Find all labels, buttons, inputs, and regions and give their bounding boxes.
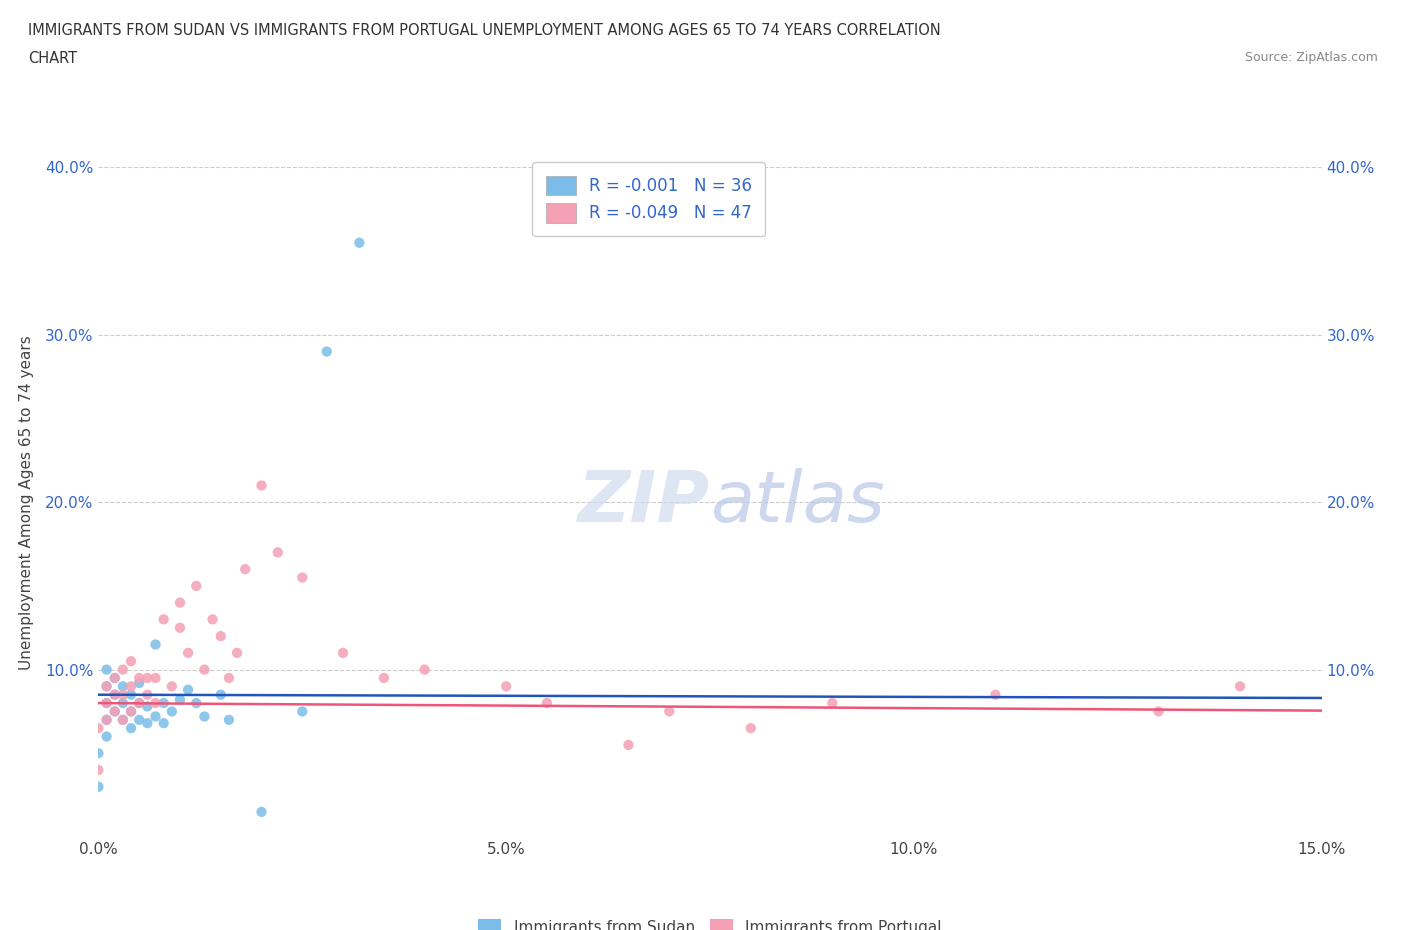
Point xyxy=(186,696,208,711)
Point xyxy=(250,478,273,493)
Point xyxy=(111,712,134,727)
Y-axis label: Unemployment Among Ages 65 to 74 years: Unemployment Among Ages 65 to 74 years xyxy=(18,335,34,670)
Point xyxy=(128,696,150,711)
Point xyxy=(291,570,314,585)
Point xyxy=(209,629,232,644)
Point xyxy=(177,683,200,698)
Point xyxy=(160,704,183,719)
Point xyxy=(984,687,1007,702)
Point xyxy=(96,712,118,727)
Point xyxy=(177,645,200,660)
Point xyxy=(226,645,249,660)
Point xyxy=(96,679,118,694)
Point xyxy=(136,699,159,714)
Point xyxy=(136,687,159,702)
Point xyxy=(169,595,191,610)
Point xyxy=(218,671,240,685)
Point xyxy=(145,696,167,711)
Point xyxy=(120,721,142,736)
Point xyxy=(104,671,127,685)
Point xyxy=(145,637,167,652)
Point xyxy=(536,696,558,711)
Point xyxy=(111,696,134,711)
Text: IMMIGRANTS FROM SUDAN VS IMMIGRANTS FROM PORTUGAL UNEMPLOYMENT AMONG AGES 65 TO : IMMIGRANTS FROM SUDAN VS IMMIGRANTS FROM… xyxy=(28,23,941,38)
Point xyxy=(111,662,134,677)
Point xyxy=(87,779,110,794)
Point xyxy=(152,696,174,711)
Point xyxy=(152,612,174,627)
Point xyxy=(128,671,150,685)
Point xyxy=(160,679,183,694)
Point xyxy=(1229,679,1251,694)
Point xyxy=(186,578,208,593)
Point xyxy=(111,679,134,694)
Text: ZIP: ZIP xyxy=(578,468,710,537)
Point xyxy=(128,712,150,727)
Point xyxy=(96,712,118,727)
Point xyxy=(617,737,640,752)
Point xyxy=(267,545,290,560)
Point xyxy=(349,235,371,250)
Point xyxy=(169,692,191,707)
Point xyxy=(740,721,762,736)
Point xyxy=(145,671,167,685)
Point xyxy=(250,804,273,819)
Point xyxy=(96,679,118,694)
Point xyxy=(111,687,134,702)
Point xyxy=(128,675,150,690)
Point xyxy=(209,687,232,702)
Point xyxy=(145,709,167,724)
Point xyxy=(373,671,395,685)
Point xyxy=(87,763,110,777)
Point xyxy=(120,704,142,719)
Point xyxy=(104,671,127,685)
Point xyxy=(332,645,354,660)
Point xyxy=(120,654,142,669)
Point xyxy=(87,746,110,761)
Point xyxy=(658,704,681,719)
Point xyxy=(120,679,142,694)
Point xyxy=(193,709,215,724)
Point xyxy=(136,671,159,685)
Point xyxy=(104,687,127,702)
Point xyxy=(152,716,174,731)
Point xyxy=(821,696,844,711)
Point xyxy=(193,662,215,677)
Point xyxy=(87,721,110,736)
Text: atlas: atlas xyxy=(710,468,884,537)
Text: Source: ZipAtlas.com: Source: ZipAtlas.com xyxy=(1244,51,1378,64)
Point xyxy=(128,696,150,711)
Point xyxy=(104,687,127,702)
Point xyxy=(96,696,118,711)
Point xyxy=(169,620,191,635)
Point xyxy=(495,679,517,694)
Text: CHART: CHART xyxy=(28,51,77,66)
Point xyxy=(104,704,127,719)
Point xyxy=(136,716,159,731)
Point xyxy=(96,696,118,711)
Point xyxy=(96,662,118,677)
Point xyxy=(233,562,256,577)
Point xyxy=(111,712,134,727)
Point xyxy=(96,729,118,744)
Point xyxy=(218,712,240,727)
Point xyxy=(413,662,436,677)
Legend: Immigrants from Sudan, Immigrants from Portugal: Immigrants from Sudan, Immigrants from P… xyxy=(471,911,949,930)
Point xyxy=(1147,704,1170,719)
Point xyxy=(201,612,224,627)
Point xyxy=(104,704,127,719)
Point xyxy=(315,344,337,359)
Point xyxy=(291,704,314,719)
Point xyxy=(120,687,142,702)
Point xyxy=(120,704,142,719)
